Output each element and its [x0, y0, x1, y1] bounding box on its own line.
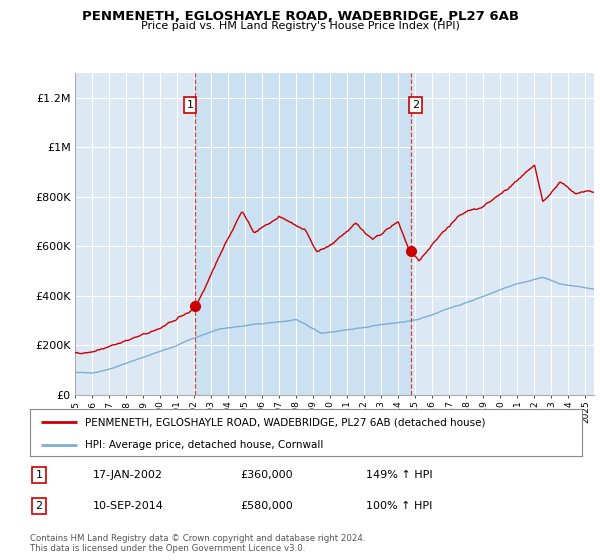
Text: 149% ↑ HPI: 149% ↑ HPI	[366, 470, 433, 480]
Text: PENMENETH, EGLOSHAYLE ROAD, WADEBRIDGE, PL27 6AB: PENMENETH, EGLOSHAYLE ROAD, WADEBRIDGE, …	[82, 10, 518, 23]
Text: 100% ↑ HPI: 100% ↑ HPI	[366, 501, 433, 511]
Text: 2: 2	[35, 501, 43, 511]
Text: 1: 1	[35, 470, 43, 480]
Text: 2: 2	[412, 100, 419, 110]
Text: £580,000: £580,000	[240, 501, 293, 511]
Text: HPI: Average price, detached house, Cornwall: HPI: Average price, detached house, Corn…	[85, 440, 323, 450]
Text: 10-SEP-2014: 10-SEP-2014	[93, 501, 164, 511]
Text: £360,000: £360,000	[240, 470, 293, 480]
Text: 17-JAN-2002: 17-JAN-2002	[93, 470, 163, 480]
Text: 1: 1	[187, 100, 193, 110]
Text: Contains HM Land Registry data © Crown copyright and database right 2024.
This d: Contains HM Land Registry data © Crown c…	[30, 534, 365, 553]
Text: Price paid vs. HM Land Registry's House Price Index (HPI): Price paid vs. HM Land Registry's House …	[140, 21, 460, 31]
Bar	[195, 73, 410, 395]
Text: PENMENETH, EGLOSHAYLE ROAD, WADEBRIDGE, PL27 6AB (detached house): PENMENETH, EGLOSHAYLE ROAD, WADEBRIDGE, …	[85, 417, 486, 427]
